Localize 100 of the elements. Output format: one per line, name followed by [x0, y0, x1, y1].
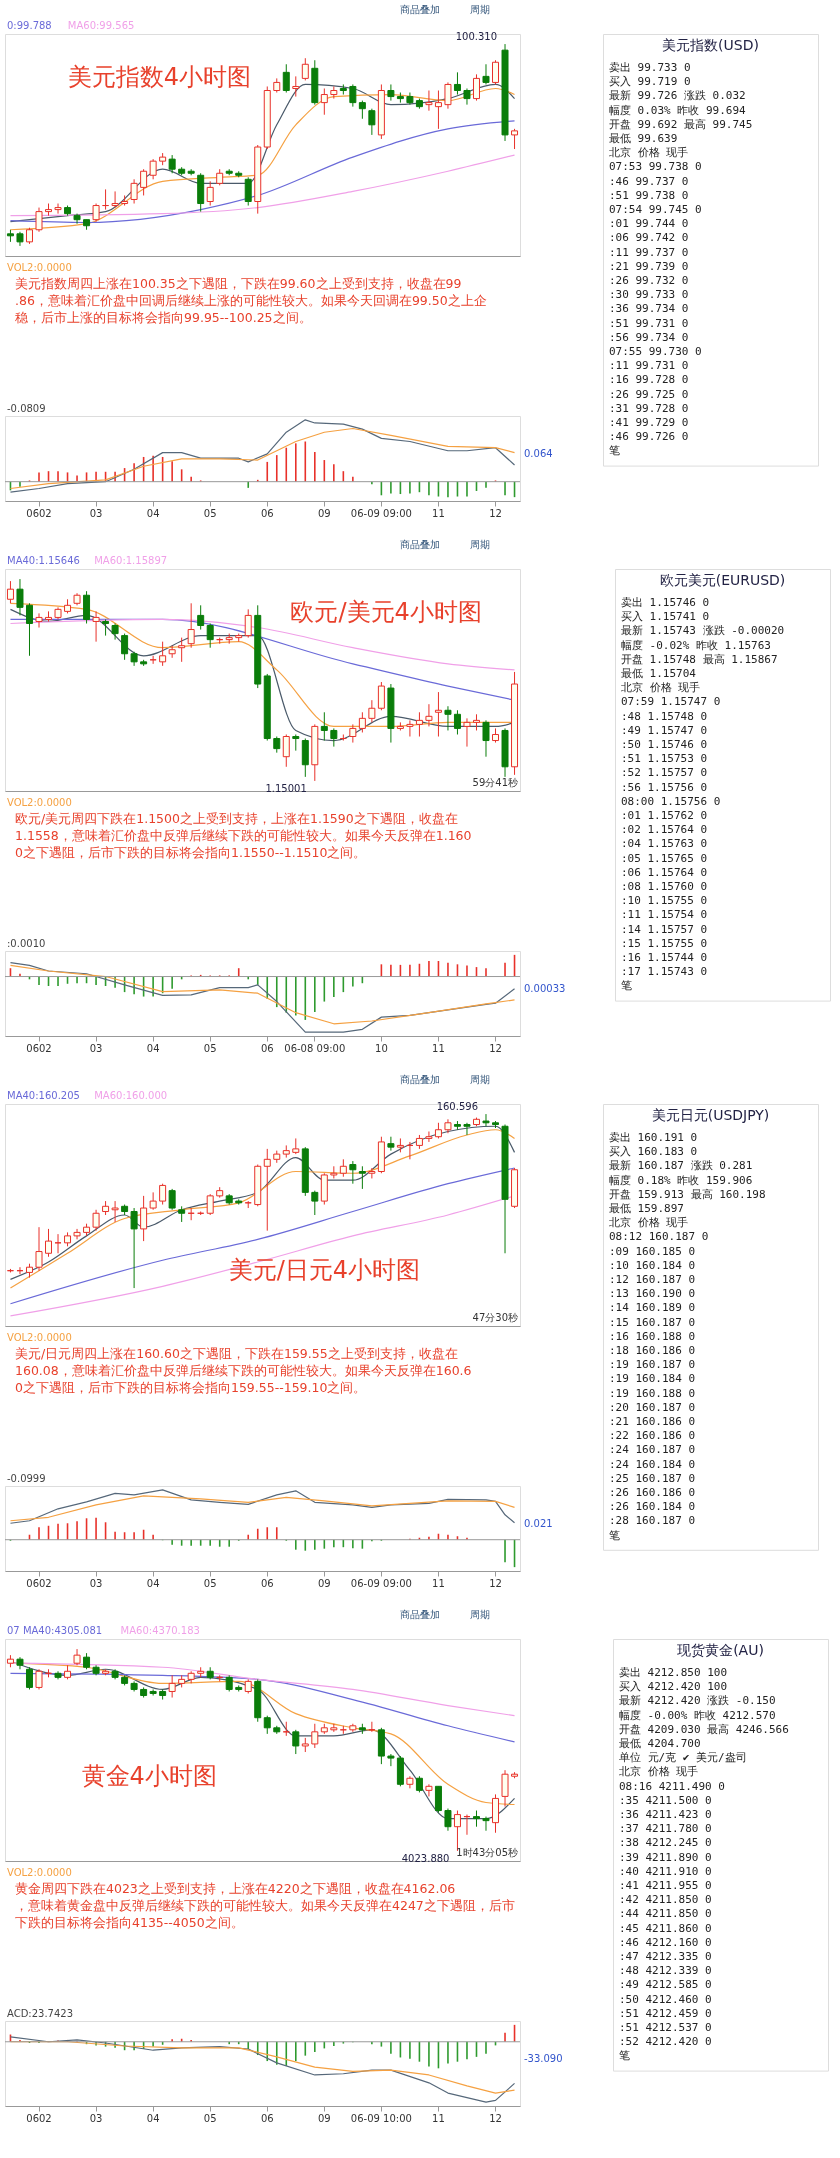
x-tick-label: 11	[432, 507, 445, 519]
text: 美元指数(USD)	[662, 37, 759, 53]
text: 美元/日元4小时图	[228, 1255, 420, 1284]
text: MA60:4370.183	[120, 1625, 200, 1636]
text: 08:16 4211.490 0	[619, 1779, 725, 1793]
text: :21 99.739 0	[609, 259, 689, 273]
text: 最新 160.187 涨跌 0.281	[609, 1159, 753, 1173]
x-tick-label: 06-09 10:00	[350, 2112, 412, 2124]
x-tick-label: 0602	[26, 1042, 52, 1054]
annotation: 59分41秒	[472, 777, 518, 788]
text: 美元指数4小时图	[67, 63, 252, 92]
text: :48 1.15748 0	[621, 709, 708, 723]
text: 黄金4小时图	[81, 1761, 217, 1790]
text: 08:00 1.15756 0	[621, 794, 721, 808]
text: :24 160.184 0	[609, 1457, 696, 1471]
x-tick-label: 06	[260, 2112, 274, 2124]
text: 买入 4212.420 100	[619, 1680, 728, 1694]
text: :15 1.15755 0	[621, 936, 708, 950]
text: :14 160.189 0	[609, 1301, 696, 1315]
text: ACD:23.7423	[7, 2008, 74, 2019]
text: :22 160.186 0	[609, 1429, 696, 1443]
x-tick-label: 04	[146, 1042, 160, 1054]
text: :37 4211.780 0	[619, 1822, 712, 1836]
x-tick-label: 06-08 09:00	[284, 1042, 346, 1054]
x-tick-label: 05	[203, 1042, 217, 1054]
text: :06 99.742 0	[609, 231, 689, 245]
text: :10 160.184 0	[609, 1258, 696, 1272]
text: :36 4211.423 0	[619, 1808, 712, 1821]
annotation: 1时43分05秒	[456, 1847, 518, 1858]
text: 卖出 99.733 0	[609, 61, 691, 74]
text: 北京 价格 现手	[609, 146, 689, 160]
text: :30 99.733 0	[609, 288, 689, 302]
text: :16 99.728 0	[609, 373, 689, 387]
x-tick-label: 09	[317, 1577, 331, 1589]
x-tick-label: 05	[203, 1577, 217, 1589]
x-tick-label: 12	[489, 507, 502, 519]
text: :05 1.15765 0	[621, 851, 708, 865]
text: 周期	[470, 4, 490, 15]
text: :31 99.728 0	[609, 401, 689, 415]
text: :15 160.187 0	[609, 1315, 696, 1329]
text: :36 99.734 0	[609, 302, 689, 316]
text: 周期	[470, 1074, 490, 1085]
text: :52 4212.420 0	[619, 2035, 712, 2049]
text: 1.15001	[265, 782, 307, 794]
text: -0.0999	[7, 1473, 46, 1484]
text: :46 99.737 0	[609, 174, 689, 188]
text: 0.064	[524, 448, 553, 460]
text: 07 MA40:4305.081	[7, 1625, 103, 1636]
text: :51 1.15753 0	[621, 752, 708, 766]
text: :28 160.187 0	[609, 1514, 696, 1528]
text: 北京 价格 现手	[609, 1216, 689, 1230]
text: 商品叠加	[400, 1609, 440, 1620]
text: :10 1.15755 0	[621, 894, 708, 908]
text: 买入 1.15741 0	[621, 610, 710, 624]
x-tick-label: 0602	[26, 507, 52, 519]
text: :19 160.188 0	[609, 1386, 696, 1400]
text: :18 160.186 0	[609, 1344, 696, 1357]
text: :51 99.738 0	[609, 188, 689, 202]
text: :49 4212.585 0	[619, 1978, 712, 1992]
text: 开盘 4209.030 最高 4246.566	[619, 1722, 789, 1736]
text: :06 1.15764 0	[621, 865, 708, 879]
text: 周期	[470, 539, 490, 550]
text: :26 99.732 0	[609, 274, 689, 287]
text: :51 99.731 0	[609, 316, 689, 330]
x-tick-label: 05	[203, 507, 217, 519]
x-tick-label: 03	[89, 1577, 103, 1589]
text: 0.021	[524, 1518, 553, 1530]
text: 0.00033	[524, 983, 566, 995]
text: :39 4211.890 0	[619, 1850, 712, 1864]
x-tick-label: 06-09 09:00	[350, 507, 412, 519]
text: 现货黄金(AU)	[677, 1642, 764, 1658]
text: :42 4211.850 0	[619, 1893, 712, 1907]
text: 买入 160.183 0	[609, 1145, 698, 1159]
text: :26 160.184 0	[609, 1500, 696, 1514]
text: 美元指数周四上涨在100.35之下遇阻，下跌在99.60之上受到支持，收盘在99.86，意味着汇价盘中回调后继续上涨的可能性较大。如果今天回调在99.50之上企稳，后市上涨的目标将会指向99.95--100.25之间。	[15, 276, 487, 325]
text: :21 160.186 0	[609, 1415, 696, 1428]
x-tick-label: 12	[489, 2112, 502, 2124]
text: :17 1.15743 0	[621, 965, 708, 979]
text: 北京 价格 现手	[621, 681, 701, 695]
text: 商品叠加	[400, 539, 440, 550]
text: :09 160.185 0	[609, 1244, 696, 1258]
text: VOL2:0.0000	[7, 1332, 72, 1343]
text: 100.310	[455, 31, 498, 43]
text: :45 4211.860 0	[619, 1921, 712, 1935]
text: 最低 1.15704	[621, 667, 697, 680]
text: :46 99.726 0	[609, 430, 689, 444]
text: 07:53 99.738 0	[609, 160, 702, 174]
text: 笔	[609, 444, 620, 458]
text: :52 1.15757 0	[621, 766, 708, 780]
text: :20 160.187 0	[609, 1400, 696, 1414]
text: :51 4212.537 0	[619, 2021, 712, 2034]
x-tick-label: 03	[89, 507, 103, 519]
text: MA60:1.15897	[94, 555, 168, 566]
text: 160.596	[436, 1101, 478, 1113]
text: :49 1.15747 0	[621, 723, 708, 737]
text: 08:12 160.187 0	[609, 1230, 709, 1244]
x-tick-label: 12	[489, 1577, 502, 1589]
text: :26 160.186 0	[609, 1486, 696, 1499]
text: 开盘 1.15748 最高 1.15867	[621, 652, 778, 666]
text: :01 1.15762 0	[621, 809, 708, 822]
